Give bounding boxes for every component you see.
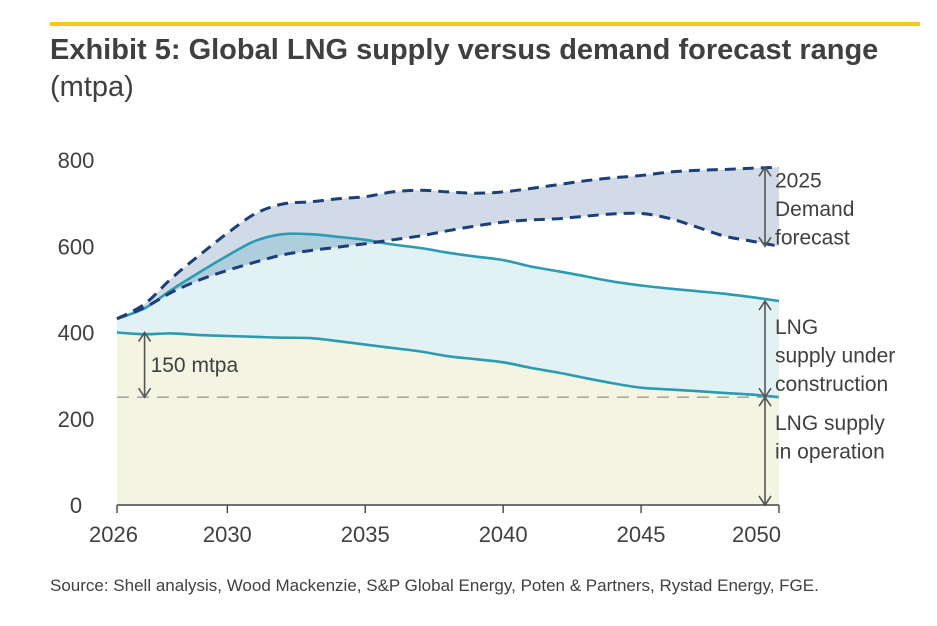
source-note: Source: Shell analysis, Wood Mackenzie, … <box>50 576 819 595</box>
x-tick-label: 2050 <box>732 522 781 547</box>
arrow-demand-forecast-head-bottom <box>758 236 772 248</box>
arrow-150-mtpa-head-bottom <box>137 387 152 399</box>
label-demand-forecast-line-1: 2025 <box>775 169 822 192</box>
area-supply-under-construction <box>117 233 779 398</box>
arrow-150-mtpa-head-top <box>137 331 152 342</box>
chart-annotations: 150 mtpa 2025 Demand forecast LNG supply unde… <box>117 165 895 507</box>
y-tick-label: 400 <box>58 321 95 346</box>
y-tick-label: 800 <box>58 148 95 173</box>
area-demand-supply-overlap <box>117 233 779 319</box>
arrow-supply-under-construction-head-top <box>758 299 772 311</box>
chart-title-main: Exhibit 5: Global LNG supply versus dema… <box>50 34 879 66</box>
x-tick-label: 2030 <box>203 522 252 547</box>
area-supply-in-operation <box>117 332 779 505</box>
chart-title-unit: (mtpa) <box>50 71 134 103</box>
label-supply-in-operation-line-1: LNG supply <box>775 412 885 435</box>
accent-rule <box>50 22 920 26</box>
label-supply-under-construction-line-2: supply under <box>775 345 895 368</box>
y-tick-label: 200 <box>58 407 95 432</box>
arrow-supply-in-operation-head-top <box>758 395 772 407</box>
line-demand-high <box>116 165 780 321</box>
label-demand-forecast-line-3: forecast <box>775 226 850 249</box>
arrow-demand-forecast <box>758 165 772 248</box>
x-tick-label: 2040 <box>479 522 528 547</box>
line-demand-low <box>116 211 780 321</box>
x-tick-label: 2035 <box>341 522 390 547</box>
line-supply-in-operation <box>116 331 780 399</box>
label-150-mtpa: 150 mtpa <box>151 354 239 377</box>
arrow-150-mtpa <box>137 331 152 399</box>
x-tick-label: 2026 <box>89 522 138 547</box>
x-tick-label: 2045 <box>617 522 666 547</box>
arrow-demand-forecast-head-top <box>758 165 772 177</box>
y-tick-label: 600 <box>58 234 95 259</box>
y-tick-label: 0 <box>70 493 82 518</box>
line-supply-total <box>116 232 780 320</box>
label-demand-forecast-line-2: Demand <box>775 198 854 221</box>
label-supply-under-construction-line-1: LNG <box>775 316 818 339</box>
label-supply-in-operation-line-2: in operation <box>775 441 885 464</box>
chart-lines <box>116 165 780 399</box>
label-supply-under-construction-line-3: construction <box>775 373 888 396</box>
chart-axes: 2026 2030 2035 2040 2045 2050 0 200 400 600 800 <box>58 148 781 547</box>
chart-title: Exhibit 5: Global LNG supply versus dema… <box>50 32 910 106</box>
